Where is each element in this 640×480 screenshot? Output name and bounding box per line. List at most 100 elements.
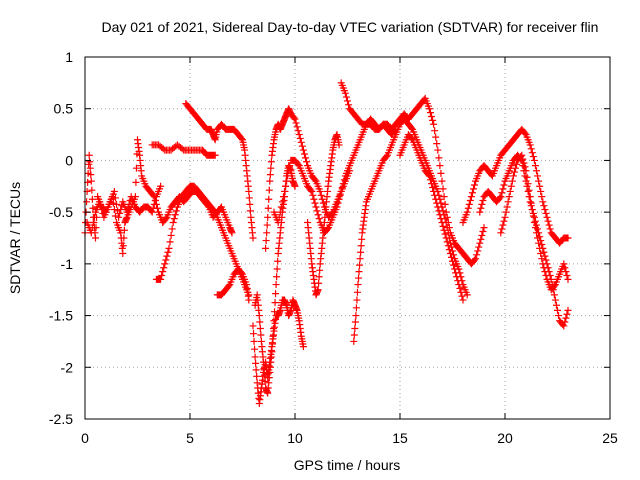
data-point: [545, 221, 553, 229]
data-point: [429, 184, 437, 192]
data-point: [178, 145, 186, 153]
data-point: [297, 138, 305, 146]
data-point: [353, 296, 361, 304]
data-point: [315, 279, 323, 287]
data-point: [165, 244, 173, 252]
y-tick-label: 0.5: [54, 101, 74, 117]
data-point: [96, 198, 104, 206]
data-point: [528, 206, 536, 214]
data-point: [237, 134, 245, 142]
data-point: [310, 195, 318, 203]
data-point: [355, 268, 363, 276]
data-point: [554, 306, 561, 314]
data-point: [537, 187, 545, 195]
data-point: [467, 193, 475, 201]
data-point: [509, 172, 517, 180]
data-point: [90, 213, 98, 221]
data-point: [472, 255, 480, 263]
data-point: [281, 187, 288, 195]
data-point: [451, 265, 459, 273]
data-point: [338, 184, 346, 192]
data-point: [245, 194, 253, 202]
data-point: [457, 288, 465, 296]
y-tick-label: -0.5: [49, 204, 73, 220]
data-point: [521, 129, 529, 137]
data-point: [531, 162, 539, 170]
data-point: [268, 340, 276, 348]
data-point: [538, 240, 546, 248]
data-point: [465, 200, 473, 208]
data-point: [426, 109, 434, 117]
data-point: [536, 244, 544, 252]
data-point: [463, 208, 471, 216]
data-point: [408, 134, 416, 142]
data-point: [158, 271, 166, 279]
data-point: [253, 372, 261, 380]
data-point: [270, 317, 278, 325]
data-point: [132, 178, 140, 186]
data-point: [499, 185, 507, 193]
data-point: [87, 171, 95, 179]
data-point: [507, 182, 515, 190]
data-point: [225, 282, 233, 290]
data-point: [480, 224, 488, 232]
data-point: [296, 134, 304, 142]
x-tick-label: 15: [392, 430, 408, 446]
data-point: [508, 177, 516, 185]
data-point: [335, 195, 343, 203]
data-point: [550, 282, 558, 290]
y-tick-label: -2.5: [49, 411, 73, 427]
y-tick-label: -1.5: [49, 308, 73, 324]
data-point: [526, 193, 534, 201]
data-point: [479, 228, 487, 236]
data-point: [87, 177, 95, 185]
data-point: [269, 325, 277, 332]
data-point: [290, 114, 298, 122]
data-point: [544, 217, 552, 225]
series-14: [396, 131, 467, 304]
data-point: [437, 215, 445, 223]
data-point: [352, 312, 360, 320]
data-point: [246, 207, 254, 215]
data-point: [470, 185, 477, 193]
data-point: [163, 252, 171, 260]
data-point: [110, 187, 118, 195]
data-point: [498, 225, 506, 233]
data-point: [436, 211, 444, 219]
data-point: [459, 296, 467, 304]
data-series: [81, 79, 572, 407]
data-point: [255, 312, 263, 320]
data-point: [518, 151, 526, 159]
data-point: [564, 275, 572, 283]
data-point: [437, 169, 445, 177]
data-point: [249, 234, 257, 242]
y-tick-label: 1: [65, 49, 73, 65]
data-point: [264, 213, 272, 221]
data-point: [542, 209, 550, 217]
data-point: [455, 281, 463, 289]
data-point: [444, 229, 452, 237]
data-point: [529, 212, 537, 220]
x-tick-label: 20: [497, 430, 513, 446]
data-point: [251, 345, 259, 353]
data-point: [550, 291, 558, 299]
data-point: [531, 224, 539, 232]
data-point: [538, 255, 546, 263]
data-point: [562, 268, 570, 276]
data-point: [272, 290, 280, 298]
data-point: [477, 204, 485, 212]
data-point: [466, 197, 474, 205]
data-point: [256, 318, 264, 326]
data-point: [260, 365, 268, 373]
data-point: [294, 160, 302, 168]
data-point: [523, 173, 531, 181]
data-point: [530, 218, 538, 226]
data-point: [542, 271, 550, 279]
data-point: [274, 218, 282, 226]
data-point: [356, 255, 364, 263]
data-point: [86, 164, 94, 172]
data-point: [252, 366, 260, 374]
data-point: [353, 288, 361, 296]
data-point: [171, 211, 179, 219]
data-point: [262, 244, 270, 252]
